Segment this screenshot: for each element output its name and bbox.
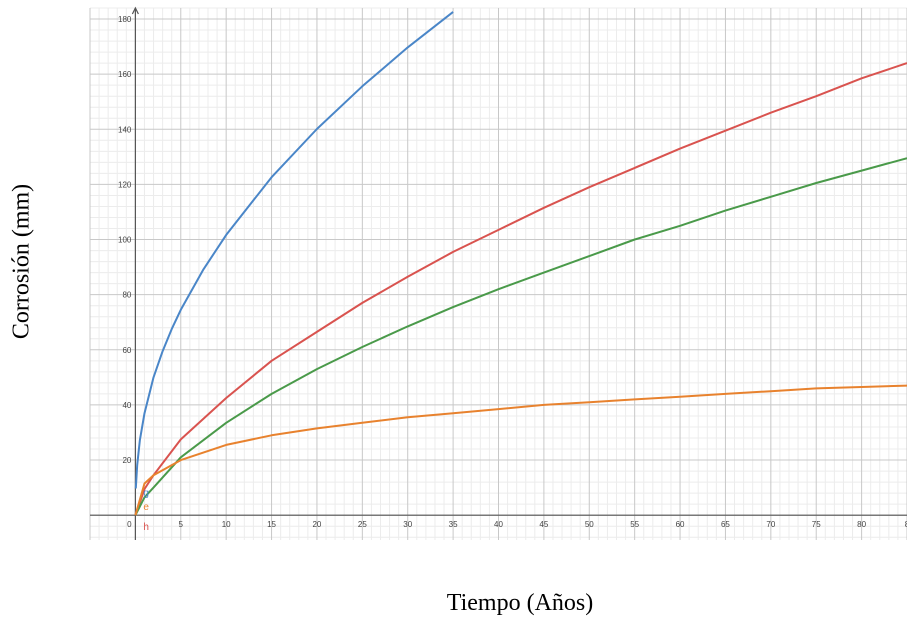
x-tick-label: 35 xyxy=(449,520,458,529)
x-tick-label: 80 xyxy=(857,520,866,529)
y-tick-label: 120 xyxy=(118,180,132,189)
x-tick-label: 60 xyxy=(676,520,685,529)
y-tick-label: 180 xyxy=(118,15,132,24)
x-tick-label: 15 xyxy=(267,520,276,529)
x-tick-label: 70 xyxy=(766,520,775,529)
y-tick-label: 160 xyxy=(118,70,132,79)
series-line-g xyxy=(134,11,454,489)
y-tick-label: 140 xyxy=(118,125,132,134)
x-tick-label: 65 xyxy=(721,520,730,529)
series-lines xyxy=(134,11,907,516)
y-tick-label: 100 xyxy=(118,236,132,245)
x-tick-label: 55 xyxy=(630,520,639,529)
series-line-e xyxy=(134,384,907,516)
tick-labels: 0 5 10 15 20 25 30 35 40 45 50 55 60 65 70 75 80 8 20 40 60 8… xyxy=(118,15,907,529)
x-tick-label: 25 xyxy=(358,520,367,529)
y-tick-label: 40 xyxy=(122,401,131,410)
y-axis-label: Corrosión (mm) xyxy=(8,183,35,340)
curve-label-e: e xyxy=(143,502,149,513)
y-axis-arrow xyxy=(131,6,139,15)
curve-labels: geh xyxy=(143,488,149,533)
axes xyxy=(90,6,907,540)
x-tick-label: 50 xyxy=(585,520,594,529)
curve-label-g: g xyxy=(143,488,149,499)
x-tick-label: 5 xyxy=(179,520,184,529)
y-tick-label: 60 xyxy=(122,346,131,355)
series-line-2 xyxy=(134,157,907,516)
x-tick-label: 40 xyxy=(494,520,503,529)
series-line-1 xyxy=(134,62,907,516)
curve-label-h: h xyxy=(143,522,149,533)
x-tick-label: 75 xyxy=(812,520,821,529)
x-tick-label: 8 xyxy=(905,520,907,529)
x-tick-label: 10 xyxy=(222,520,231,529)
x-tick-label: 0 xyxy=(127,520,132,529)
x-tick-label: 30 xyxy=(403,520,412,529)
x-tick-label: 20 xyxy=(312,520,321,529)
y-tick-label: 20 xyxy=(122,456,131,465)
x-tick-label: 45 xyxy=(539,520,548,529)
x-axis-label: Tiempo (Años) xyxy=(446,590,594,616)
y-tick-label: 80 xyxy=(122,291,131,300)
